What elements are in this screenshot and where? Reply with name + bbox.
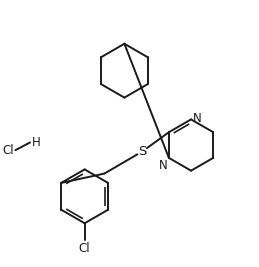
Text: Cl: Cl (3, 144, 14, 157)
Text: H: H (32, 136, 41, 149)
Text: N: N (193, 112, 202, 125)
Text: S: S (138, 145, 147, 158)
Text: N: N (159, 159, 168, 172)
Text: Cl: Cl (79, 242, 90, 255)
